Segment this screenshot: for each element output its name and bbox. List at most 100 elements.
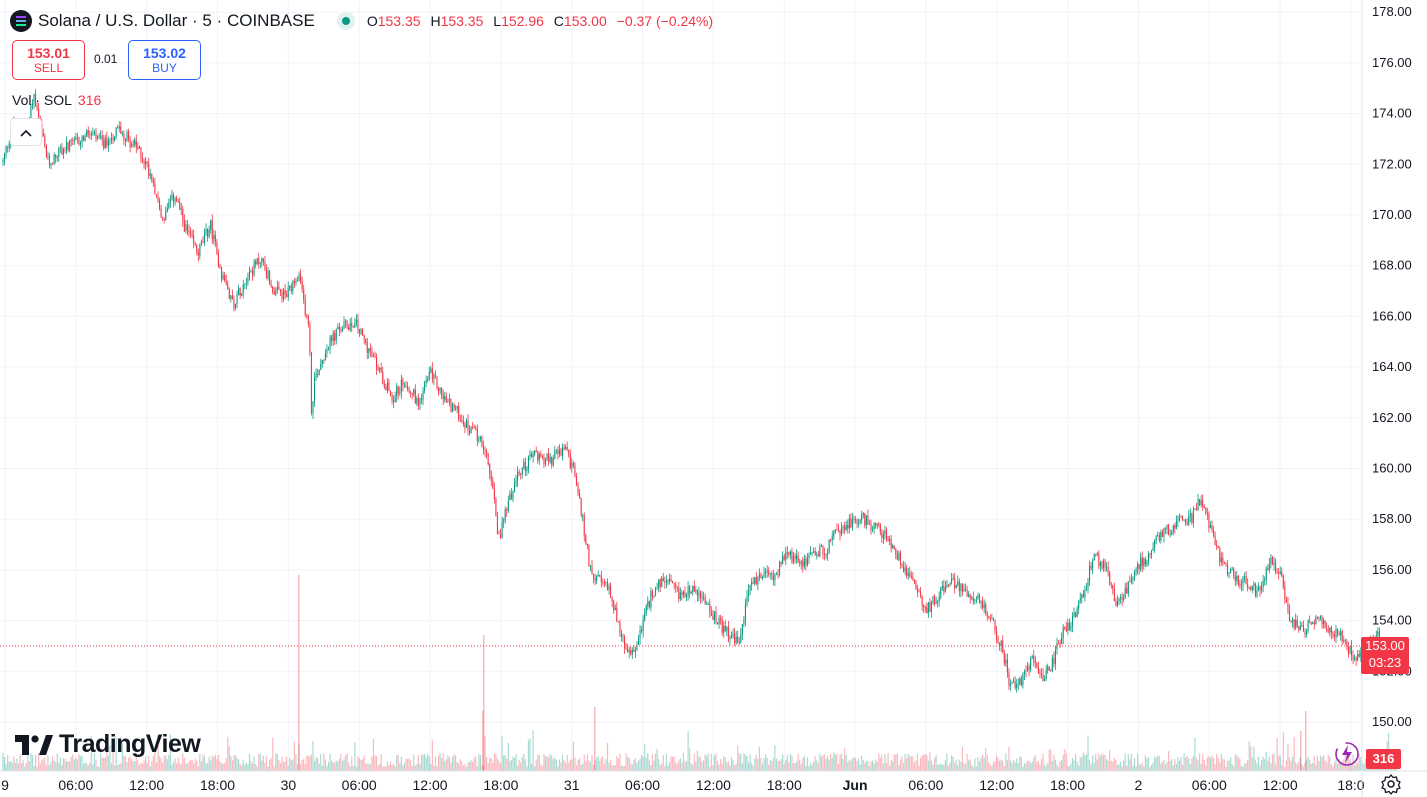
y-tick-label: 178.00 — [1372, 4, 1412, 19]
volume-bar — [651, 754, 654, 771]
candle-body — [740, 634, 742, 643]
lightning-icon[interactable] — [1333, 740, 1361, 768]
volume-bar — [433, 766, 435, 771]
candle-body — [701, 597, 703, 598]
candle-body — [865, 515, 867, 526]
candle-body — [1332, 633, 1334, 635]
candle-body — [242, 284, 244, 294]
candle-body — [400, 379, 402, 393]
candle-body — [817, 554, 819, 557]
candle-body — [1172, 525, 1174, 533]
candle-body — [1081, 594, 1083, 599]
x-tick-label: 2 — [1135, 777, 1143, 793]
volume-bar — [241, 765, 243, 771]
candle-body — [1065, 627, 1067, 631]
gear-icon[interactable] — [1380, 773, 1402, 795]
candle-body — [861, 515, 863, 520]
price-axis[interactable]: 150.00152.00154.00156.00158.00160.00162.… — [1372, 4, 1412, 729]
candle-body — [521, 467, 523, 475]
candle-body — [881, 532, 883, 538]
candle-body — [1223, 563, 1225, 565]
volume-bar — [747, 762, 750, 771]
volume-bar — [644, 743, 646, 771]
candle-body — [233, 299, 235, 309]
symbol-title[interactable]: Solana / U.S. Dollar · 5 · COINBASE — [38, 11, 315, 30]
volume-bar — [1195, 758, 1198, 771]
time-axis[interactable]: 9 06:00 12:00 18:00 30 06:00 12:00 18:00 31 06:00… — [1, 777, 1365, 793]
volume-bar — [565, 763, 567, 771]
candle-body — [718, 618, 720, 625]
volume-bar — [340, 753, 342, 771]
market-open-dot-icon — [336, 12, 355, 30]
candle-body — [1298, 626, 1300, 631]
volume-bar — [489, 758, 491, 771]
volume-bar — [1022, 766, 1024, 771]
candle-body — [47, 155, 49, 157]
candle-body — [213, 234, 215, 240]
candle-body — [431, 368, 433, 380]
volume-bar — [1282, 732, 1284, 771]
candle-body — [225, 280, 227, 285]
volume-bar — [168, 754, 170, 771]
candle-body — [301, 281, 303, 290]
volume-bar — [481, 765, 483, 771]
volume-bar — [386, 761, 388, 771]
y-tick-label: 160.00 — [1372, 461, 1412, 476]
candle-body — [746, 596, 748, 604]
volume-bar — [17, 763, 20, 771]
volume-bar — [549, 754, 551, 771]
sell-button[interactable]: 153.01 SELL — [12, 40, 85, 80]
volume-bar — [112, 750, 114, 771]
collapse-legend-button[interactable] — [10, 118, 42, 146]
candle-body — [831, 536, 833, 540]
candle-body — [558, 449, 560, 454]
volume-bar — [1350, 765, 1353, 771]
candle-body — [411, 393, 413, 395]
volume-bar — [1090, 764, 1092, 771]
volume-bar — [927, 760, 929, 771]
volume-bar — [952, 756, 954, 771]
candle-body — [469, 429, 471, 434]
candle-body — [1008, 672, 1010, 686]
candle-body — [1213, 530, 1215, 536]
buy-button[interactable]: 153.02 BUY — [128, 40, 201, 80]
candle-body — [1186, 523, 1188, 525]
volume-bar — [445, 759, 447, 771]
volume-bar — [625, 753, 627, 771]
volume-bar — [169, 734, 171, 771]
volume-bar — [475, 756, 477, 771]
volume-bar — [1270, 763, 1272, 771]
volume-bar — [509, 760, 511, 771]
candle-body — [1106, 567, 1108, 568]
volume-bar — [1157, 755, 1159, 771]
candle-body — [535, 450, 537, 452]
volume-bar — [792, 763, 795, 771]
volume-bar — [1222, 759, 1224, 771]
volume-bar — [25, 762, 27, 771]
volume-bar — [298, 744, 300, 771]
volume-bar — [320, 754, 322, 771]
volume-bar — [261, 760, 263, 771]
volume-bar — [591, 755, 593, 771]
candle-body — [816, 554, 818, 556]
volume-bar — [664, 765, 666, 771]
volume-bar — [763, 758, 765, 771]
volume-bar — [38, 753, 40, 771]
x-tick-label: 31 — [564, 777, 580, 793]
volume-bar — [672, 756, 674, 771]
candle-body — [895, 548, 897, 555]
volume-legend[interactable]: Vol · SOL 316 — [12, 92, 101, 108]
volume-bar — [360, 760, 362, 771]
candle-body — [1319, 616, 1322, 619]
volume-bar — [898, 765, 900, 771]
volume-bar — [444, 761, 446, 771]
tradingview-logo[interactable]: TradingView — [15, 730, 201, 759]
candle-body — [1132, 577, 1134, 580]
volume-bar — [117, 765, 119, 771]
candle-body — [720, 618, 722, 620]
volume-bar — [800, 764, 802, 771]
volume-bar — [55, 762, 57, 771]
candle-body — [1147, 553, 1149, 562]
candle-body — [1180, 516, 1182, 518]
